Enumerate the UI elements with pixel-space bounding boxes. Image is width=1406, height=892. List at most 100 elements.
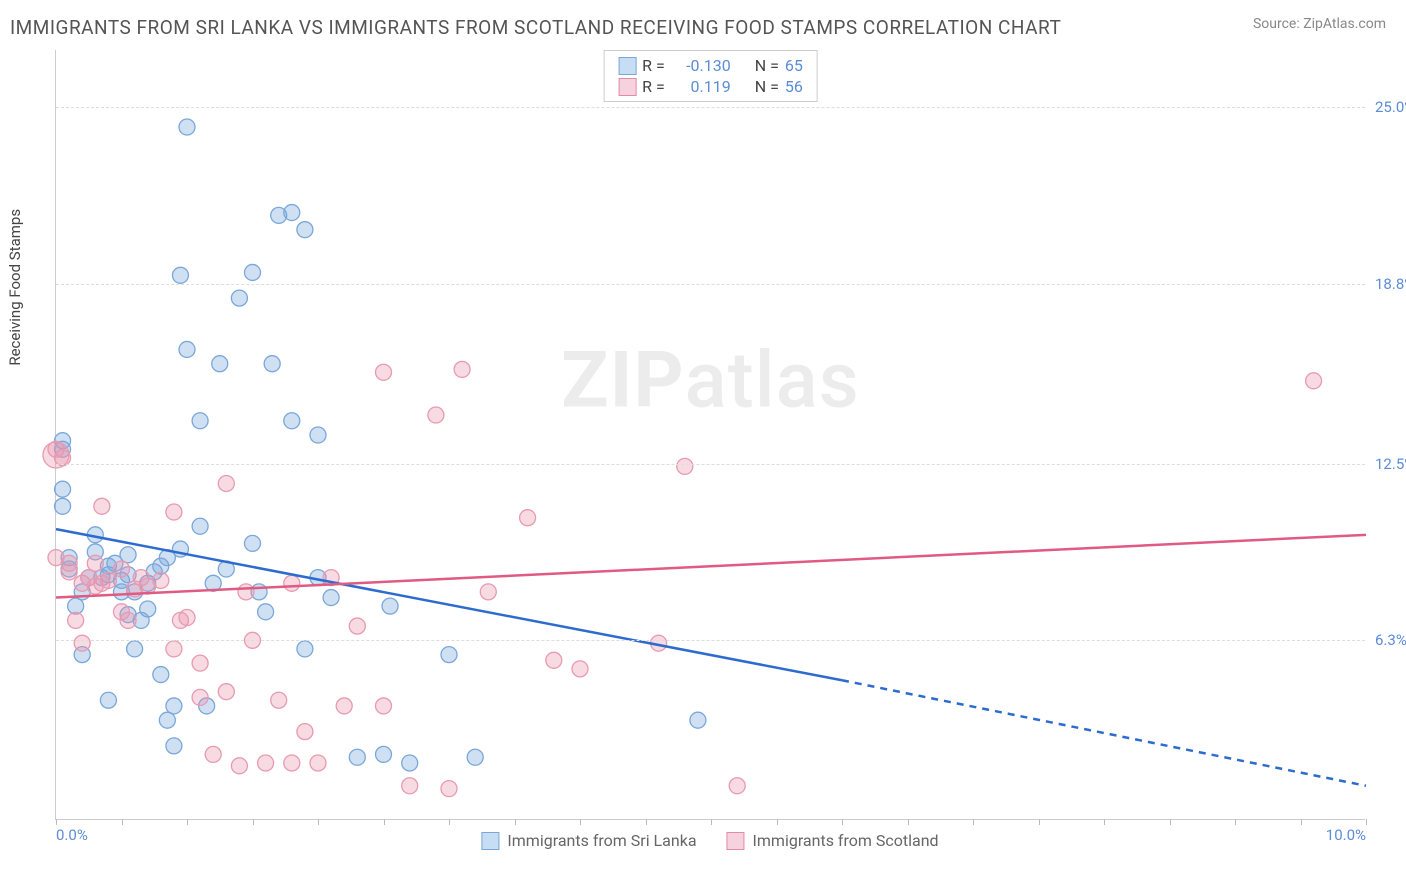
data-point	[297, 222, 313, 238]
x-tick	[318, 819, 319, 825]
legend-label: Immigrants from Scotland	[753, 831, 939, 850]
data-point	[690, 712, 706, 728]
data-point	[166, 641, 182, 657]
x-tick	[515, 819, 516, 825]
data-point	[297, 641, 313, 657]
plot-svg	[56, 50, 1365, 819]
data-point	[245, 264, 261, 280]
stats-n-label: N =	[755, 56, 779, 75]
data-point	[382, 598, 398, 614]
data-point	[349, 618, 365, 634]
data-point	[1306, 373, 1322, 389]
x-tick	[580, 819, 581, 825]
data-point	[100, 692, 116, 708]
data-point	[166, 698, 182, 714]
gridline	[56, 464, 1365, 465]
source-label: Source: ZipAtlas.com	[1253, 16, 1386, 32]
stats-swatch	[618, 78, 636, 96]
data-point	[192, 655, 208, 671]
data-point	[441, 781, 457, 797]
trend-line-dashed	[842, 680, 1366, 786]
data-point	[323, 590, 339, 606]
x-tick	[187, 819, 188, 825]
data-point	[192, 689, 208, 705]
data-point	[87, 555, 103, 571]
data-point	[205, 746, 221, 762]
data-point	[127, 641, 143, 657]
data-point	[467, 749, 483, 765]
y-tick-label: 25.0%	[1375, 98, 1406, 116]
data-point	[245, 535, 261, 551]
data-point	[402, 755, 418, 771]
data-point	[94, 498, 110, 514]
x-tick	[777, 819, 778, 825]
data-point	[192, 413, 208, 429]
legend-swatch	[727, 832, 745, 850]
legend-swatch	[481, 832, 499, 850]
data-point	[454, 361, 470, 377]
data-point	[258, 755, 274, 771]
y-tick-label: 12.5%	[1375, 455, 1406, 473]
x-tick	[122, 819, 123, 825]
data-point	[179, 341, 195, 357]
stats-n-value: 65	[785, 56, 803, 75]
data-point	[100, 572, 116, 588]
data-point	[520, 510, 536, 526]
x-tick	[973, 819, 974, 825]
data-point	[238, 584, 254, 600]
x-tick-label: 10.0%	[1326, 826, 1366, 844]
data-point	[114, 561, 130, 577]
data-point	[192, 518, 208, 534]
stats-r-label: R =	[642, 77, 665, 96]
data-point	[68, 612, 84, 628]
data-point	[729, 778, 745, 794]
x-tick	[449, 819, 450, 825]
data-point	[258, 604, 274, 620]
stats-n-value: 56	[785, 77, 803, 96]
stats-r-label: R =	[642, 56, 665, 75]
data-point	[212, 356, 228, 372]
data-point	[166, 504, 182, 520]
stats-box: R =-0.130N = 65R =0.119N = 56	[603, 50, 818, 102]
x-tick	[56, 819, 57, 825]
data-point	[572, 661, 588, 677]
data-point	[441, 647, 457, 663]
x-tick	[1235, 819, 1236, 825]
data-point	[166, 738, 182, 754]
gridline	[56, 107, 1365, 108]
x-tick	[1039, 819, 1040, 825]
x-tick	[842, 819, 843, 825]
data-point	[284, 575, 300, 591]
data-point	[284, 205, 300, 221]
data-point	[310, 755, 326, 771]
x-tick	[646, 819, 647, 825]
data-point	[231, 290, 247, 306]
data-point	[172, 267, 188, 283]
x-tick	[908, 819, 909, 825]
chart-title: IMMIGRANTS FROM SRI LANKA VS IMMIGRANTS …	[10, 16, 1061, 39]
data-point	[159, 712, 175, 728]
y-tick-label: 18.8%	[1375, 275, 1406, 293]
data-point	[55, 481, 71, 497]
data-point	[677, 458, 693, 474]
data-point	[61, 555, 77, 571]
stats-swatch	[618, 57, 636, 75]
legend-label: Immigrants from Sri Lanka	[507, 831, 696, 850]
legend-item: Immigrants from Sri Lanka	[481, 831, 696, 850]
data-point	[231, 758, 247, 774]
y-axis-label: Receiving Food Stamps	[6, 209, 24, 366]
data-point	[55, 498, 71, 514]
x-tick	[384, 819, 385, 825]
data-point	[376, 698, 392, 714]
data-point	[376, 746, 392, 762]
data-point	[271, 692, 287, 708]
data-point	[264, 356, 280, 372]
gridline	[56, 640, 1365, 641]
x-tick	[1104, 819, 1105, 825]
stats-row: R =-0.130N = 65	[618, 55, 803, 76]
data-point	[376, 364, 392, 380]
data-point	[284, 413, 300, 429]
x-tick	[253, 819, 254, 825]
data-point	[402, 778, 418, 794]
x-tick	[711, 819, 712, 825]
